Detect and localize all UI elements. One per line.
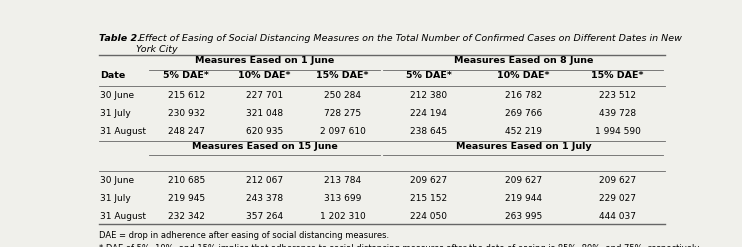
Text: 216 782: 216 782	[505, 91, 542, 100]
Text: Measures Eased on 1 June: Measures Eased on 1 June	[195, 56, 334, 65]
Text: 238 645: 238 645	[410, 127, 447, 136]
Text: Measures Eased on 8 June: Measures Eased on 8 June	[453, 56, 593, 65]
Text: 313 699: 313 699	[324, 194, 361, 203]
Text: 250 284: 250 284	[324, 91, 361, 100]
Text: 209 627: 209 627	[599, 176, 637, 185]
Text: 31 July: 31 July	[99, 194, 131, 203]
Text: 620 935: 620 935	[246, 127, 283, 136]
Text: 230 932: 230 932	[168, 109, 205, 118]
Text: 452 219: 452 219	[505, 127, 542, 136]
Text: 1 994 590: 1 994 590	[595, 127, 640, 136]
Text: 209 627: 209 627	[410, 176, 447, 185]
Text: 444 037: 444 037	[600, 212, 636, 221]
Text: Date: Date	[99, 71, 125, 80]
Text: 5% DAE*: 5% DAE*	[406, 71, 452, 80]
Text: 213 784: 213 784	[324, 176, 361, 185]
Text: 224 050: 224 050	[410, 212, 447, 221]
Text: 2 097 610: 2 097 610	[320, 127, 366, 136]
Text: DAE = drop in adherence after easing of social distancing measures.: DAE = drop in adherence after easing of …	[99, 231, 389, 240]
Text: 31 August: 31 August	[99, 212, 145, 221]
Text: 728 275: 728 275	[324, 109, 361, 118]
Text: 10% DAE*: 10% DAE*	[238, 71, 291, 80]
Text: 269 766: 269 766	[505, 109, 542, 118]
Text: 219 944: 219 944	[505, 194, 542, 203]
Text: 209 627: 209 627	[505, 176, 542, 185]
Text: 15% DAE*: 15% DAE*	[591, 71, 644, 80]
Text: 15% DAE*: 15% DAE*	[316, 71, 369, 80]
Text: 30 June: 30 June	[99, 176, 134, 185]
Text: 215 152: 215 152	[410, 194, 447, 203]
Text: 232 342: 232 342	[168, 212, 205, 221]
Text: 229 027: 229 027	[600, 194, 636, 203]
Text: 31 August: 31 August	[99, 127, 145, 136]
Text: 243 378: 243 378	[246, 194, 283, 203]
Text: 5% DAE*: 5% DAE*	[163, 71, 209, 80]
Text: Table 2.: Table 2.	[99, 34, 140, 43]
Text: Measures Eased on 15 June: Measures Eased on 15 June	[191, 142, 338, 151]
Text: 212 380: 212 380	[410, 91, 447, 100]
Text: 248 247: 248 247	[168, 127, 205, 136]
Text: 30 June: 30 June	[99, 91, 134, 100]
Text: 321 048: 321 048	[246, 109, 283, 118]
Text: 31 July: 31 July	[99, 109, 131, 118]
Text: 212 067: 212 067	[246, 176, 283, 185]
Text: 357 264: 357 264	[246, 212, 283, 221]
Text: 263 995: 263 995	[505, 212, 542, 221]
Text: 219 945: 219 945	[168, 194, 205, 203]
Text: Measures Eased on 1 July: Measures Eased on 1 July	[456, 142, 591, 151]
Text: 439 728: 439 728	[599, 109, 637, 118]
Text: 224 194: 224 194	[410, 109, 447, 118]
Text: 210 685: 210 685	[168, 176, 205, 185]
Text: Effect of Easing of Social Distancing Measures on the Total Number of Confirmed : Effect of Easing of Social Distancing Me…	[136, 34, 682, 54]
Text: * DAE of 5%, 10%, and 15% implies that adherence to social distancing measures a: * DAE of 5%, 10%, and 15% implies that a…	[99, 244, 700, 247]
Text: 1 202 310: 1 202 310	[320, 212, 366, 221]
Text: 10% DAE*: 10% DAE*	[497, 71, 550, 80]
Text: 215 612: 215 612	[168, 91, 205, 100]
Text: 227 701: 227 701	[246, 91, 283, 100]
Text: 223 512: 223 512	[600, 91, 636, 100]
